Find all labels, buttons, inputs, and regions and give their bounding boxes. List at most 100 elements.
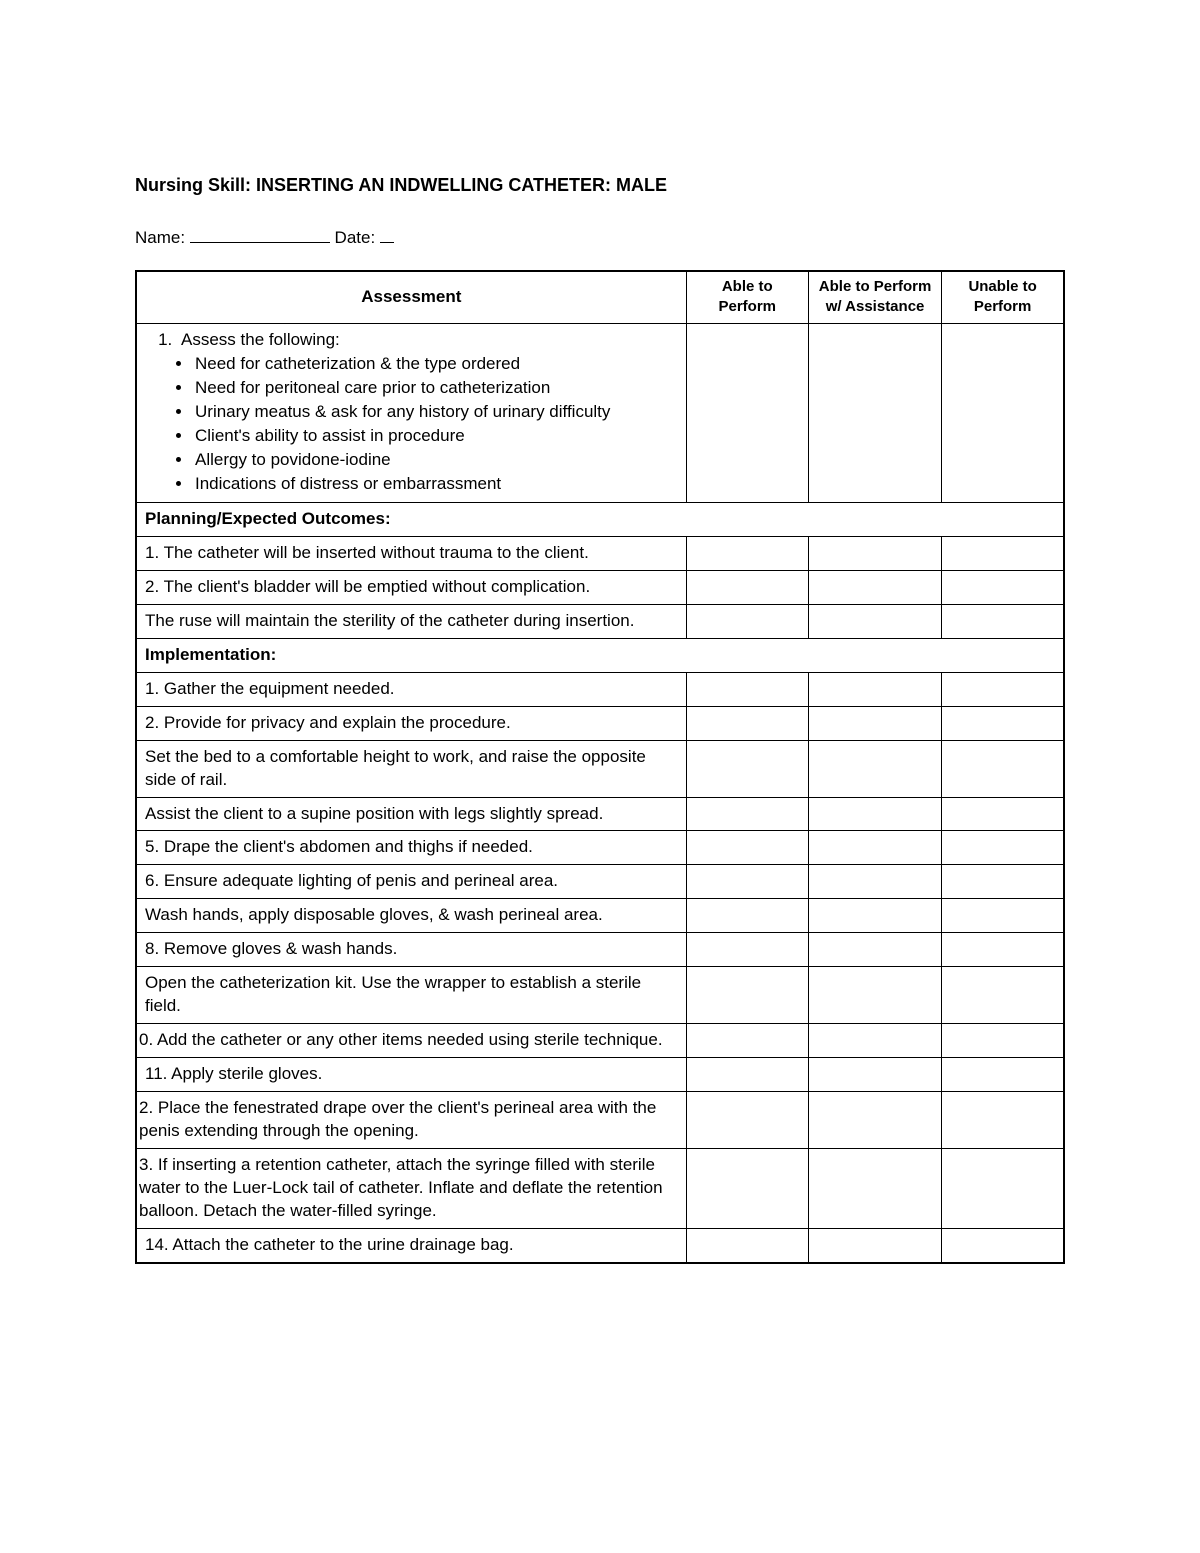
table-row: Open the catheterization kit. Use the wr… — [136, 967, 1064, 1024]
able-cell — [686, 672, 808, 706]
able-cell — [686, 899, 808, 933]
assist-cell — [808, 1091, 941, 1148]
col-header-assist: Able to Perform w/ Assistance — [808, 271, 941, 323]
unable-cell — [942, 1148, 1064, 1228]
able-cell — [686, 797, 808, 831]
able-cell — [686, 831, 808, 865]
able-cell — [686, 1058, 808, 1092]
list-item: Urinary meatus & ask for any history of … — [193, 401, 678, 424]
unable-cell — [942, 933, 1064, 967]
table-header-row: Assessment Able to Perform Able to Perfo… — [136, 271, 1064, 323]
table-row: The ruse will maintain the sterility of … — [136, 604, 1064, 638]
able-cell — [686, 967, 808, 1024]
page-title: Nursing Skill: INSERTING AN INDWELLING C… — [135, 175, 1065, 196]
unable-cell — [942, 865, 1064, 899]
step-cell: 8. Remove gloves & wash hands. — [136, 933, 686, 967]
able-cell — [686, 570, 808, 604]
table-row: 3. If inserting a retention catheter, at… — [136, 1148, 1064, 1228]
col-header-assessment: Assessment — [136, 271, 686, 323]
able-cell — [686, 323, 808, 503]
assist-cell — [808, 570, 941, 604]
date-label: Date: — [335, 228, 376, 247]
step-cell: 2. Place the fenestrated drape over the … — [136, 1091, 686, 1148]
table-row: Wash hands, apply disposable gloves, & w… — [136, 899, 1064, 933]
unable-cell — [942, 1228, 1064, 1262]
list-item: Need for peritoneal care prior to cathet… — [193, 377, 678, 400]
unable-cell — [942, 323, 1064, 503]
assist-cell — [808, 740, 941, 797]
table-row: Implementation: — [136, 638, 1064, 672]
section-heading: Implementation: — [136, 638, 1064, 672]
table-row: 2. Place the fenestrated drape over the … — [136, 1091, 1064, 1148]
list-item: Indications of distress or embarrassment — [193, 473, 678, 496]
step-cell: The ruse will maintain the sterility of … — [136, 604, 686, 638]
unable-cell — [942, 706, 1064, 740]
section-heading: Planning/Expected Outcomes: — [136, 503, 1064, 537]
table-row: Set the bed to a comfortable height to w… — [136, 740, 1064, 797]
unable-cell — [942, 1024, 1064, 1058]
assess-bullets: Need for catheterization & the type orde… — [145, 353, 678, 496]
table-row: 2. Provide for privacy and explain the p… — [136, 706, 1064, 740]
unable-cell — [942, 604, 1064, 638]
step-cell: 1. Gather the equipment needed. — [136, 672, 686, 706]
table-row: Assist the client to a supine position w… — [136, 797, 1064, 831]
assist-cell — [808, 1228, 941, 1262]
table-row: 1. Gather the equipment needed. — [136, 672, 1064, 706]
assist-cell — [808, 1148, 941, 1228]
step-cell: 2. Provide for privacy and explain the p… — [136, 706, 686, 740]
step-cell: Open the catheterization kit. Use the wr… — [136, 967, 686, 1024]
able-cell — [686, 933, 808, 967]
assist-cell — [808, 537, 941, 571]
assist-cell — [808, 933, 941, 967]
step-cell: Wash hands, apply disposable gloves, & w… — [136, 899, 686, 933]
table-row: 8. Remove gloves & wash hands. — [136, 933, 1064, 967]
step-cell: 3. If inserting a retention catheter, at… — [136, 1148, 686, 1228]
assist-cell — [808, 967, 941, 1024]
name-label: Name: — [135, 228, 185, 247]
step-cell: 0. Add the catheter or any other items n… — [136, 1024, 686, 1058]
unable-cell — [942, 1091, 1064, 1148]
assist-cell — [808, 865, 941, 899]
table-row: Planning/Expected Outcomes: — [136, 503, 1064, 537]
table-row: 6. Ensure adequate lighting of penis and… — [136, 865, 1064, 899]
assessment-cell: Assess the following: Need for catheteri… — [136, 323, 686, 503]
col-header-able: Able to Perform — [686, 271, 808, 323]
name-blank — [190, 226, 330, 243]
table-row: 11. Apply sterile gloves. — [136, 1058, 1064, 1092]
unable-cell — [942, 1058, 1064, 1092]
assist-cell — [808, 831, 941, 865]
able-cell — [686, 740, 808, 797]
unable-cell — [942, 537, 1064, 571]
step-cell: 5. Drape the client's abdomen and thighs… — [136, 831, 686, 865]
assessment-table: Assessment Able to Perform Able to Perfo… — [135, 270, 1065, 1264]
assist-cell — [808, 672, 941, 706]
unable-cell — [942, 570, 1064, 604]
able-cell — [686, 1148, 808, 1228]
assist-cell — [808, 899, 941, 933]
table-row: 1. The catheter will be inserted without… — [136, 537, 1064, 571]
step-cell: Assist the client to a supine position w… — [136, 797, 686, 831]
unable-cell — [942, 797, 1064, 831]
table-row: Assess the following: Need for catheteri… — [136, 323, 1064, 503]
unable-cell — [942, 740, 1064, 797]
date-blank — [380, 226, 394, 243]
assist-cell — [808, 604, 941, 638]
table-body: Assess the following: Need for catheteri… — [136, 323, 1064, 1263]
step-cell: 6. Ensure adequate lighting of penis and… — [136, 865, 686, 899]
assist-cell — [808, 323, 941, 503]
table-row: 14. Attach the catheter to the urine dra… — [136, 1228, 1064, 1262]
document-page: Nursing Skill: INSERTING AN INDWELLING C… — [0, 0, 1200, 1553]
step-cell: 1. The catheter will be inserted without… — [136, 537, 686, 571]
step-cell: 11. Apply sterile gloves. — [136, 1058, 686, 1092]
assist-cell — [808, 1024, 941, 1058]
unable-cell — [942, 672, 1064, 706]
list-item: Allergy to povidone-iodine — [193, 449, 678, 472]
step-cell: Set the bed to a comfortable height to w… — [136, 740, 686, 797]
able-cell — [686, 706, 808, 740]
able-cell — [686, 1228, 808, 1262]
list-item: Client's ability to assist in procedure — [193, 425, 678, 448]
able-cell — [686, 604, 808, 638]
unable-cell — [942, 967, 1064, 1024]
assist-cell — [808, 706, 941, 740]
unable-cell — [942, 899, 1064, 933]
